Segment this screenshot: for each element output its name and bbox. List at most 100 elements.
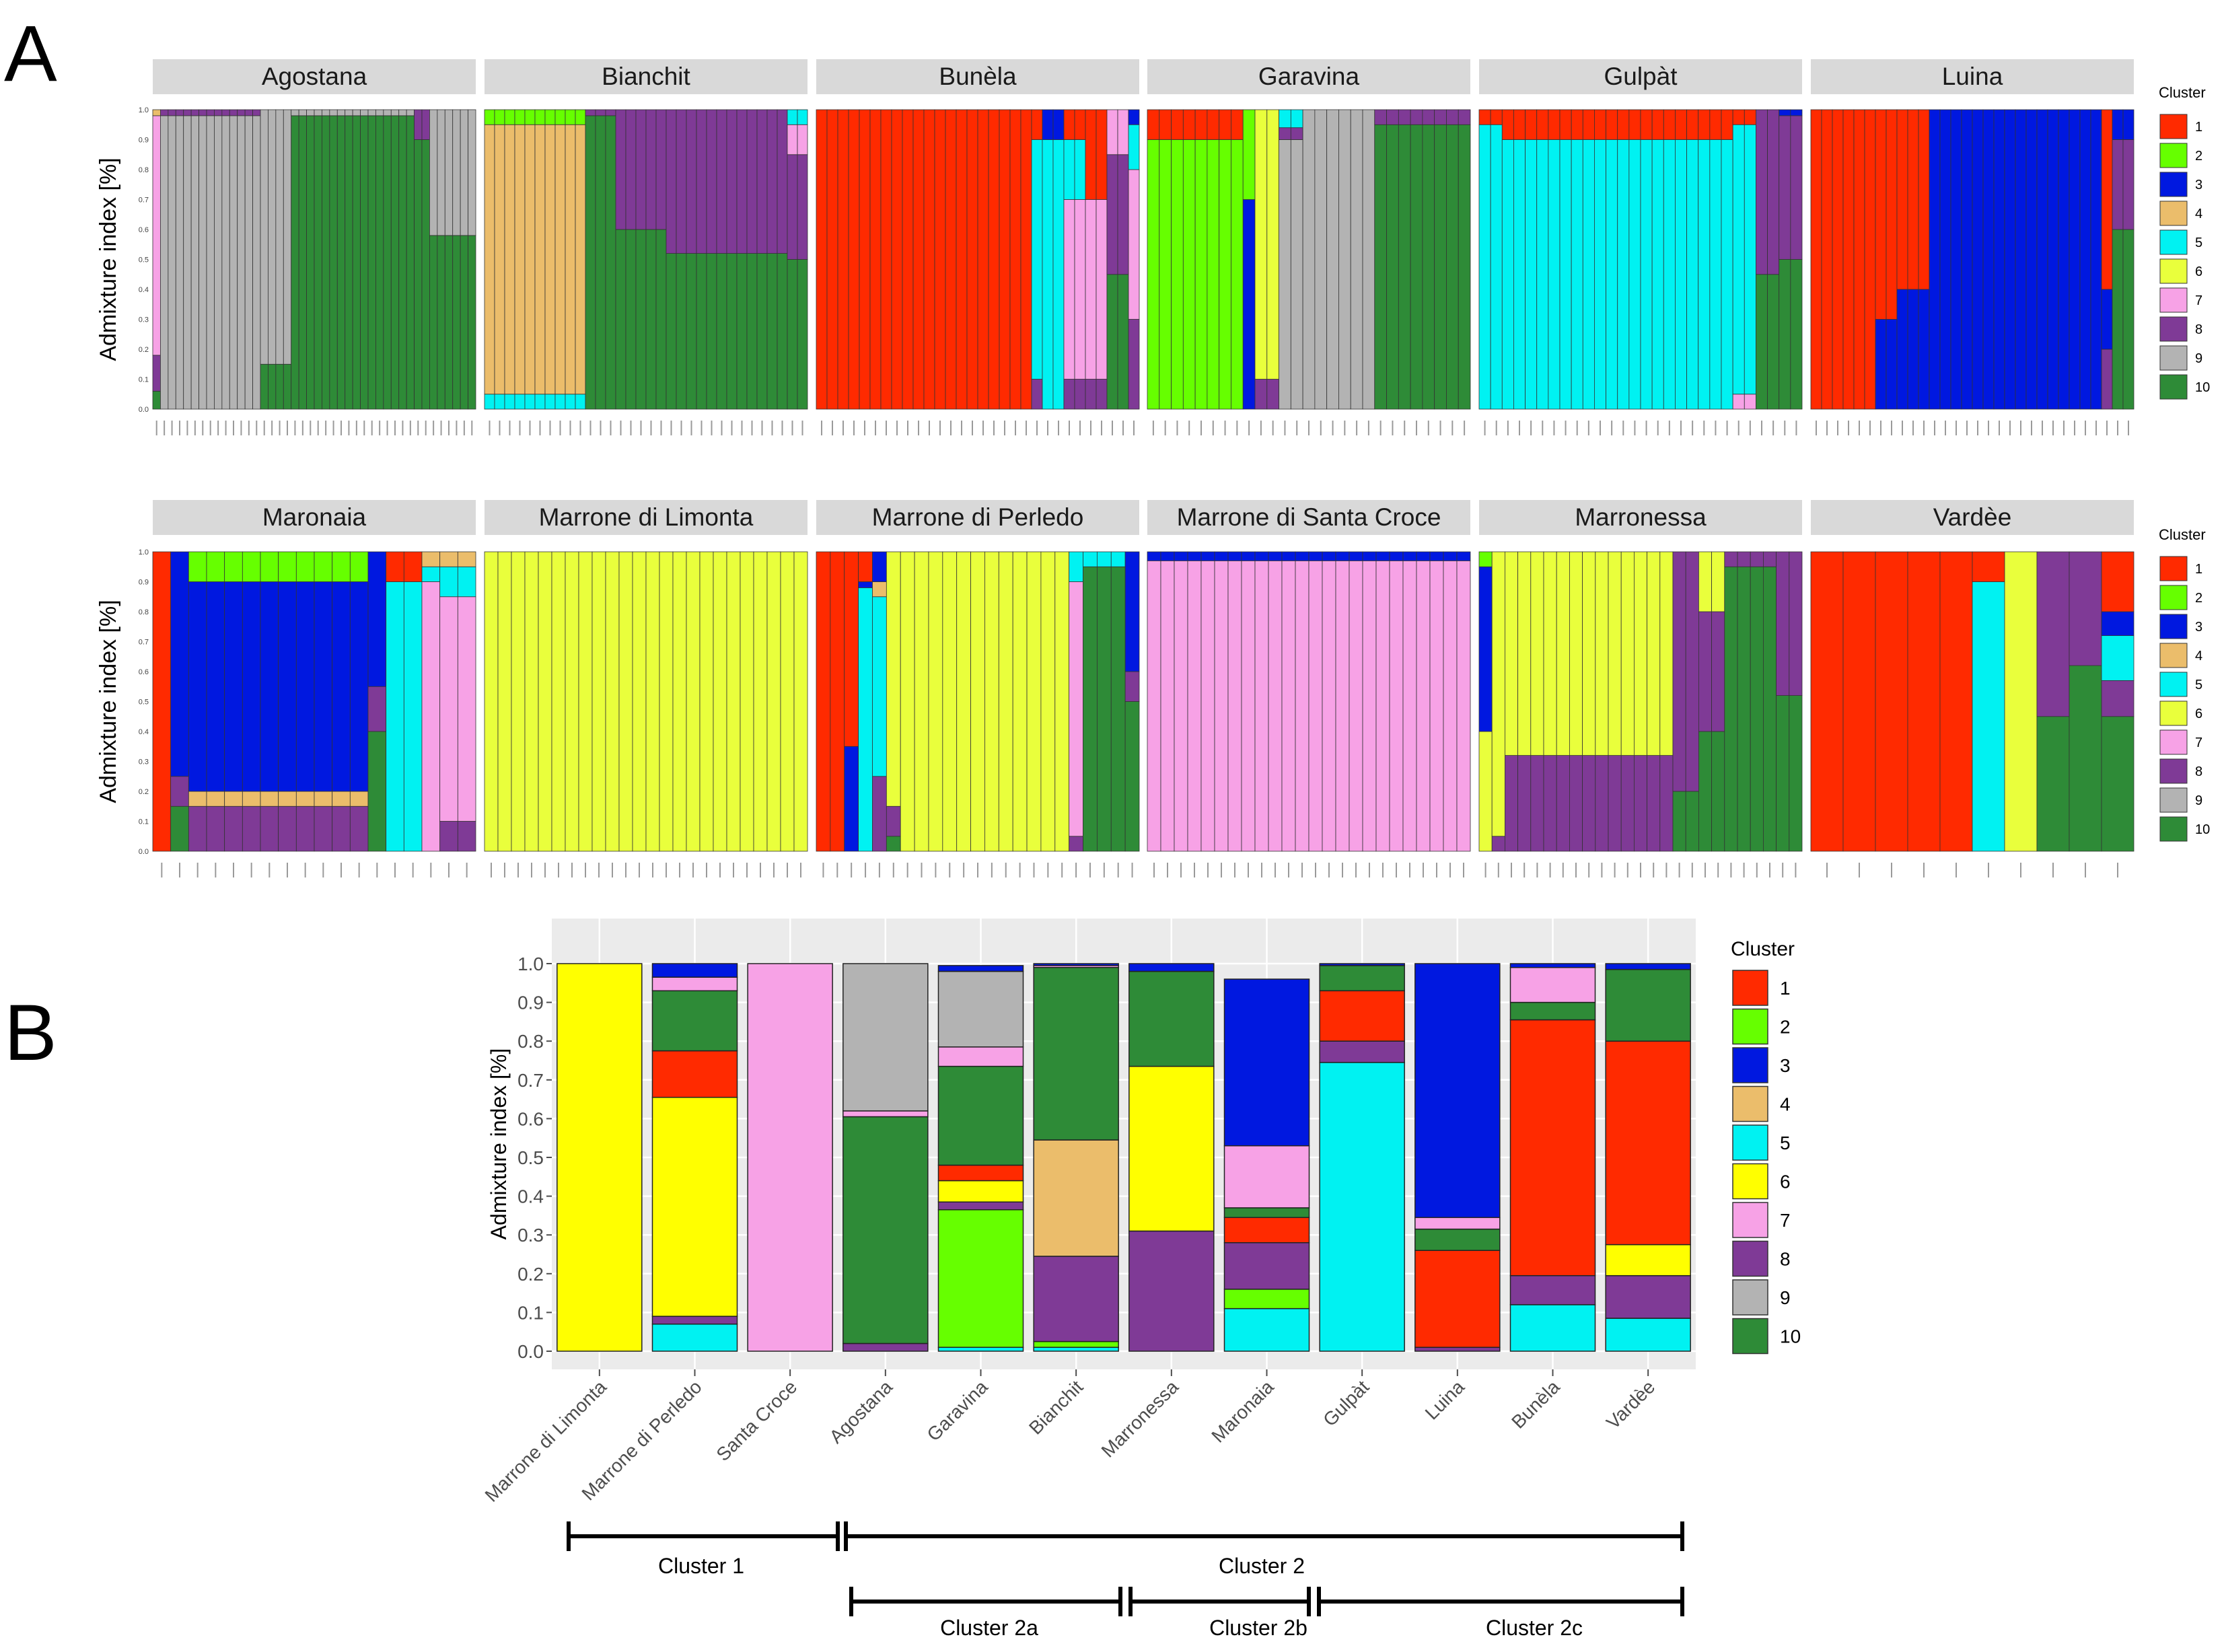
legend-swatch bbox=[2159, 701, 2188, 726]
y-tick-label: 0.5 bbox=[139, 256, 149, 264]
admixture-bar-segment bbox=[224, 805, 243, 852]
stacked-bar-segment bbox=[1414, 1228, 1501, 1251]
admixture-bar-segment bbox=[1779, 109, 1791, 116]
admixture-bar-segment bbox=[206, 581, 225, 792]
admixture-bar-segment bbox=[1083, 566, 1098, 852]
admixture-bar-segment bbox=[766, 109, 778, 254]
admixture-bar-segment bbox=[484, 551, 499, 852]
admixture-bar-segment bbox=[383, 109, 392, 116]
admixture-bar-segment bbox=[1571, 139, 1583, 410]
admixture-bar-segment bbox=[1776, 551, 1790, 696]
stacked-bar-segment bbox=[651, 990, 738, 1052]
admixture-bar-segment bbox=[457, 596, 476, 822]
admixture-bar-segment bbox=[1779, 259, 1791, 410]
admixture-bar-segment bbox=[1672, 551, 1686, 792]
admixture-bar-segment bbox=[504, 394, 515, 410]
admixture-bar-segment bbox=[534, 124, 546, 395]
admixture-bar-segment bbox=[1732, 124, 1745, 395]
admixture-bar-segment bbox=[1724, 551, 1738, 567]
admixture-bar-segment bbox=[1128, 124, 1140, 170]
admixture-bar-segment bbox=[314, 115, 322, 410]
admixture-bar-segment bbox=[2112, 229, 2124, 410]
admixture-bar-segment bbox=[1429, 560, 1444, 852]
admixture-bar-segment bbox=[168, 115, 176, 410]
admixture-bar-segment bbox=[1375, 560, 1390, 852]
admixture-bar-segment bbox=[1174, 560, 1188, 852]
admixture-bar-segment bbox=[360, 115, 369, 410]
admixture-bar-segment bbox=[1640, 109, 1653, 140]
admixture-bar-segment bbox=[1219, 139, 1231, 410]
facet-title: Garavina bbox=[1258, 63, 1360, 90]
panel-b-label: B bbox=[4, 989, 57, 1077]
admixture-bar-segment bbox=[1711, 611, 1725, 732]
admixture-bar-segment bbox=[534, 109, 546, 125]
admixture-bar-segment bbox=[1709, 139, 1722, 410]
admixture-bar-segment bbox=[468, 109, 476, 236]
facet-panel: Gulpàt bbox=[1478, 59, 1803, 435]
stacked-bar-segment bbox=[557, 963, 643, 1352]
admixture-bar-segment bbox=[1491, 551, 1505, 837]
admixture-bar-segment bbox=[1672, 791, 1686, 852]
legend-label: 4 bbox=[2195, 649, 2202, 663]
stacked-bar-segment bbox=[1605, 963, 1691, 970]
admixture-bar-segment bbox=[787, 154, 798, 260]
legend-title: Cluster bbox=[2159, 526, 2206, 543]
admixture-bar-segment bbox=[439, 596, 458, 822]
admixture-bar-segment bbox=[1362, 551, 1377, 561]
stacked-bar-segment bbox=[1605, 1318, 1691, 1352]
admixture-bar-segment bbox=[1362, 109, 1375, 410]
stacked-bar-segment bbox=[1033, 1256, 1119, 1342]
admixture-bar-segment bbox=[524, 551, 539, 852]
admixture-bar-segment bbox=[858, 551, 873, 582]
admixture-bar-segment bbox=[1737, 551, 1751, 567]
admixture-bar-segment bbox=[1939, 551, 1973, 852]
admixture-bar-segment bbox=[1159, 139, 1172, 410]
admixture-bar-segment bbox=[998, 551, 1013, 852]
admixture-bar-segment bbox=[295, 581, 315, 792]
admixture-bar-segment bbox=[625, 229, 637, 410]
admixture-bar-segment bbox=[1659, 755, 1674, 852]
admixture-bar-segment bbox=[999, 109, 1011, 410]
stacked-bar-segment bbox=[842, 1116, 929, 1344]
admixture-bar-segment bbox=[291, 115, 299, 410]
admixture-bar-segment bbox=[1582, 109, 1595, 140]
facet-title: Maronaia bbox=[262, 503, 367, 531]
y-tick-label: 0.2 bbox=[517, 1264, 544, 1285]
stacked-bar-segment bbox=[1319, 965, 1405, 992]
admixture-bar-segment bbox=[1776, 695, 1790, 852]
y-tick-label: 0.3 bbox=[517, 1225, 544, 1246]
facet-panel: Agostana 0.0 0.1 0.2 0.3 0.4 0.5 0.6 0.7 0.8 0.9 1.… bbox=[96, 59, 476, 435]
legend-label: 3 bbox=[1780, 1055, 1791, 1076]
admixture-bar-segment bbox=[260, 581, 279, 792]
admixture-bar-segment bbox=[1308, 560, 1323, 852]
stacked-bar-segment bbox=[937, 1046, 1024, 1067]
admixture-bar-segment bbox=[1422, 109, 1435, 125]
facet-strip bbox=[1479, 59, 1802, 94]
admixture-bar-segment bbox=[1295, 551, 1310, 561]
admixture-bar-segment bbox=[575, 394, 586, 410]
admixture-bar-segment bbox=[206, 551, 225, 582]
admixture-bar-segment bbox=[645, 109, 657, 230]
admixture-bar-segment bbox=[1961, 109, 1973, 410]
admixture-bar-segment bbox=[1939, 109, 1951, 410]
stacked-bar-segment bbox=[1223, 1307, 1310, 1352]
cluster-2a-label: Cluster 2a bbox=[940, 1616, 1038, 1640]
y-tick-label: 0.8 bbox=[139, 608, 149, 616]
admixture-bar-segment bbox=[367, 109, 376, 116]
admixture-bar-segment bbox=[421, 551, 441, 567]
admixture-bar-segment bbox=[1443, 551, 1458, 561]
admixture-bar-segment bbox=[1907, 289, 1919, 410]
admixture-bar-segment bbox=[1556, 551, 1570, 756]
admixture-bar-segment bbox=[872, 776, 887, 852]
legend-swatch bbox=[2159, 172, 2188, 197]
admixture-bar-segment bbox=[2112, 109, 2124, 140]
y-tick-label: 0.1 bbox=[139, 376, 149, 384]
y-axis-label: Admixture index [%] bbox=[96, 600, 121, 803]
admixture-bar-segment bbox=[1767, 109, 1780, 275]
admixture-bar-segment bbox=[777, 253, 788, 410]
admixture-bar-segment bbox=[336, 115, 346, 410]
admixture-bar-segment bbox=[224, 581, 243, 792]
admixture-bar-segment bbox=[390, 115, 400, 410]
admixture-bar-segment bbox=[1266, 109, 1279, 380]
admixture-bar-segment bbox=[1160, 551, 1175, 561]
